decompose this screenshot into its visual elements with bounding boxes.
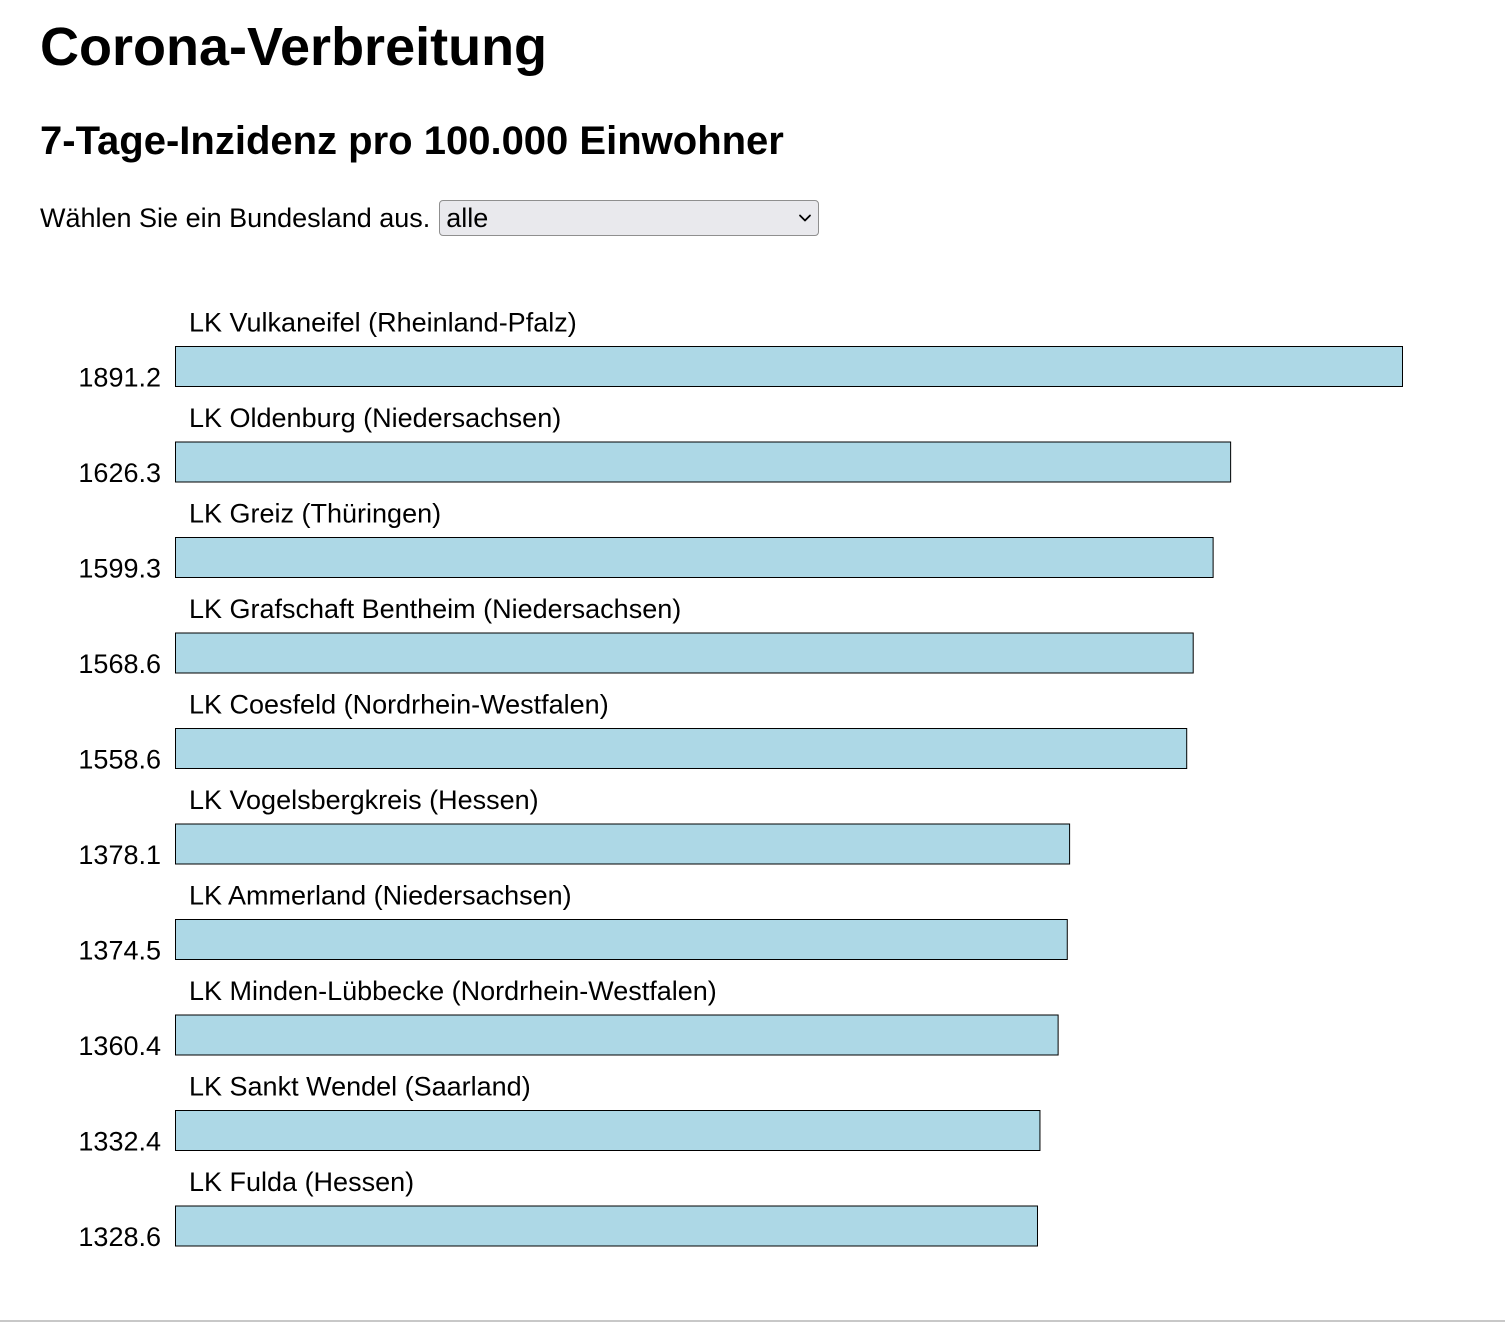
category-label: LK Vulkaneifel (Rheinland-Pfalz): [189, 308, 577, 338]
value-label: 1374.5: [78, 936, 161, 966]
value-label: 1558.6: [78, 745, 161, 775]
bar: [175, 919, 1068, 960]
category-label: LK Vogelsbergkreis (Hessen): [189, 785, 539, 815]
bar: [175, 346, 1403, 387]
state-select-value: alle: [446, 202, 489, 233]
bar: [175, 823, 1071, 865]
chevron-down-icon: [798, 211, 812, 225]
category-label: LK Greiz (Thüringen): [189, 499, 441, 529]
state-filter: Wählen Sie ein Bundesland aus. alle: [40, 198, 820, 238]
category-label: LK Minden-Lübbecke (Nordrhein-Westfalen): [189, 976, 717, 1006]
value-label: 1599.3: [78, 554, 161, 584]
value-label: 1328.6: [78, 1222, 161, 1252]
category-label: LK Coesfeld (Nordrhein-Westfalen): [189, 690, 609, 720]
bar: [175, 441, 1232, 483]
bar: [175, 1014, 1059, 1056]
chart-subtitle: 7-Tage-Inzidenz pro 100.000 Einwohner: [40, 119, 784, 163]
bar: [175, 537, 1214, 578]
value-label: 1360.4: [78, 1031, 161, 1061]
category-label: LK Sankt Wendel (Saarland): [189, 1072, 531, 1102]
value-label: 1891.2: [78, 363, 161, 393]
category-label: LK Grafschaft Bentheim (Niedersachsen): [189, 594, 681, 624]
value-label: 1626.3: [78, 458, 161, 488]
value-label: 1332.4: [78, 1127, 161, 1157]
state-select[interactable]: alle: [439, 200, 820, 236]
bottom-divider: [0, 1320, 1505, 1322]
bar: [175, 1205, 1038, 1247]
value-label: 1568.6: [78, 649, 161, 679]
bar: [175, 1110, 1041, 1151]
bar: [175, 632, 1194, 674]
state-filter-label: Wählen Sie ein Bundesland aus.: [40, 203, 431, 233]
page-title: Corona-Verbreitung: [40, 17, 548, 77]
bar: [175, 728, 1188, 769]
category-label: LK Oldenburg (Niedersachsen): [189, 403, 561, 433]
value-label: 1378.1: [78, 840, 161, 870]
category-label: LK Fulda (Hessen): [189, 1167, 414, 1197]
category-label: LK Ammerland (Niedersachsen): [189, 881, 572, 911]
